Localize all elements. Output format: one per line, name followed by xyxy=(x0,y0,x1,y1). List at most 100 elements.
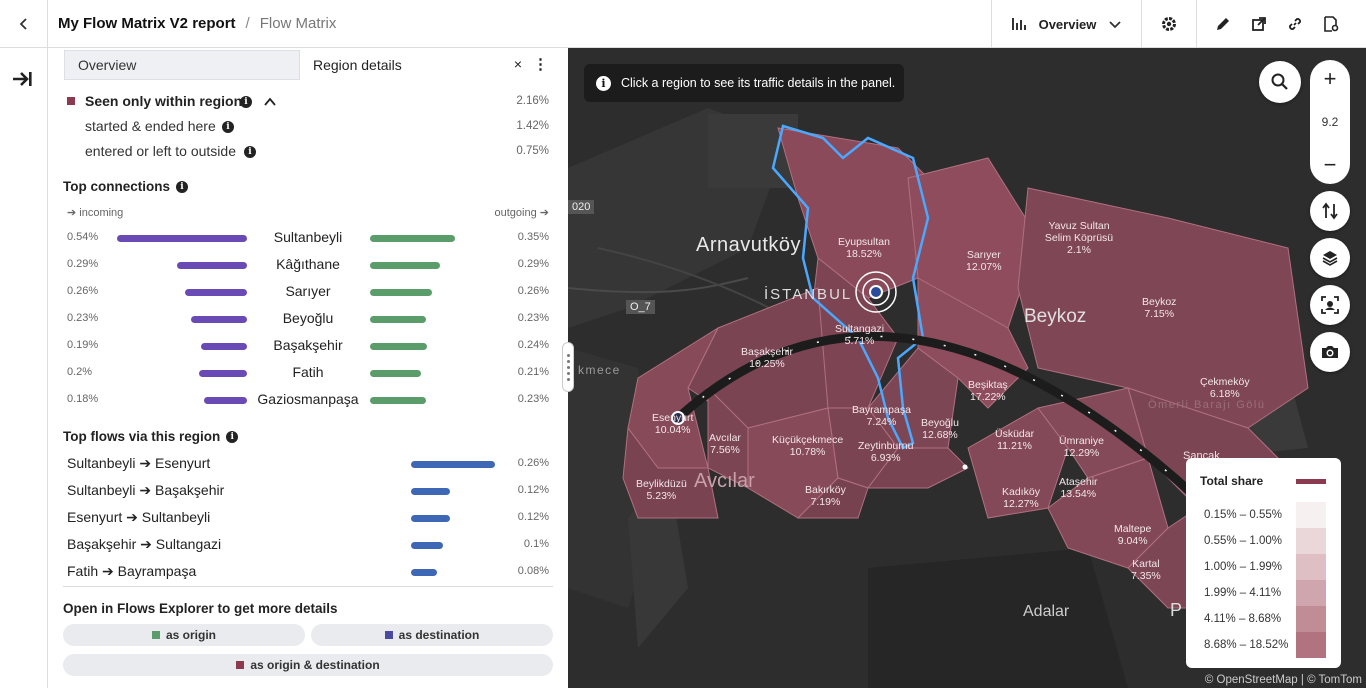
close-icon[interactable]: × xyxy=(513,56,522,72)
breadcrumb-current: Flow Matrix xyxy=(259,15,337,32)
connection-row[interactable]: 0.29% Kâğıthane 0.29% xyxy=(48,252,568,279)
map-region-name: Maltepe xyxy=(1114,523,1152,535)
outgoing-bar xyxy=(370,316,426,323)
map-region-label[interactable]: Sarıyer 12.07% xyxy=(966,249,1002,273)
map-region-label[interactable]: Beyoğlu 12.68% xyxy=(921,417,959,441)
map-region-label[interactable]: Maltepe 9.04% xyxy=(1114,523,1151,547)
map-region-label[interactable]: Kadıköy 12.27% xyxy=(1002,486,1040,510)
panel-tabs: Overview Region details × ⋮ xyxy=(64,50,560,80)
legend-swatch xyxy=(1296,528,1326,554)
link-icon xyxy=(1289,18,1301,30)
started-ended-value: 1.42% xyxy=(516,120,549,132)
link-button[interactable] xyxy=(1281,10,1309,38)
connection-row[interactable]: 0.2% Fatih 0.21% xyxy=(48,360,568,387)
map-region-name: Kadıköy xyxy=(1002,486,1040,498)
expand-panel-button[interactable] xyxy=(12,70,34,93)
screenshot-button[interactable] xyxy=(1310,332,1350,372)
map-region-label[interactable]: Kartal 7.35% xyxy=(1131,558,1161,582)
map-region-name: Kartal xyxy=(1132,558,1160,570)
open-as-both-button[interactable]: as origin & destination xyxy=(63,654,553,676)
map-search-button[interactable] xyxy=(1259,61,1301,103)
outgoing-value: 0.35% xyxy=(517,231,549,243)
map-region-label[interactable]: Bakırköy 7.19% xyxy=(805,484,846,508)
map-region-label[interactable]: Ümraniye 12.29% xyxy=(1059,435,1104,459)
info-icon[interactable]: i xyxy=(222,121,234,133)
zoom-in-button[interactable]: + xyxy=(1323,66,1337,91)
connection-row[interactable]: 0.23% Beyoğlu 0.23% xyxy=(48,306,568,333)
open-as-destination-button[interactable]: as destination xyxy=(311,624,553,646)
layers-button[interactable] xyxy=(1310,238,1350,278)
flow-row[interactable]: Esenyurt ➔ Sultanbeyli 0.12% xyxy=(48,505,568,532)
swap-direction-button[interactable] xyxy=(1310,191,1350,231)
map-region-label[interactable]: Sultangazi 5.71% xyxy=(835,323,884,347)
focus-region-button[interactable] xyxy=(1310,285,1350,325)
outgoing-label: outgoing ➔ xyxy=(494,207,549,219)
flow-label: Başakşehir ➔ Sultangazi xyxy=(67,536,222,552)
map-region-label[interactable]: Üsküdar 11.21% xyxy=(995,428,1034,452)
tab-region-details[interactable]: Region details × ⋮ xyxy=(300,50,560,80)
map-region-name: Bayrampaşa xyxy=(852,404,911,416)
map-region-label[interactable]: Başakşehir 10.25% xyxy=(741,346,793,370)
flow-row[interactable]: Başakşehir ➔ Sultangazi 0.1% xyxy=(48,532,568,559)
tab-overview[interactable]: Overview xyxy=(64,50,300,80)
info-icon[interactable]: i xyxy=(240,96,252,108)
outgoing-value: 0.26% xyxy=(517,285,549,297)
map-region-value: 5.71% xyxy=(844,335,875,347)
map-region-label[interactable]: Eyupsultan 18.52% xyxy=(838,236,890,260)
map-attribution[interactable]: © OpenStreetMap | © TomTom xyxy=(1204,674,1362,686)
map-region-label[interactable]: Beykoz 7.15% xyxy=(1142,296,1176,320)
open-as-origin-button[interactable]: as origin xyxy=(63,624,305,646)
flow-row[interactable]: Sultanbeyli ➔ Esenyurt 0.26% xyxy=(48,451,568,478)
connection-row[interactable]: 0.54% Sultanbeyli 0.35% xyxy=(48,225,568,252)
map-legend: Total share 0.15% – 0.55% 0.55% – 1.00% 1.… xyxy=(1186,458,1341,668)
map-region-value: 7.24% xyxy=(866,416,897,428)
top-flows-title: Top flows via this region xyxy=(63,429,221,444)
layers-icon xyxy=(1322,251,1338,266)
map-region-name: Çekmeköy xyxy=(1200,376,1250,388)
flow-row[interactable]: Fatih ➔ Bayrampaşa 0.08% xyxy=(48,559,568,586)
breadcrumb-report[interactable]: My Flow Matrix V2 report xyxy=(58,15,236,32)
info-icon[interactable]: i xyxy=(226,431,239,444)
map-region-label[interactable]: Beşiktaş 17.22% xyxy=(968,379,1008,403)
info-icon[interactable]: i xyxy=(244,146,256,158)
incoming-bar xyxy=(191,316,247,323)
place-omerli: Ömerli Barajı Gölü xyxy=(1148,399,1266,411)
back-button[interactable] xyxy=(0,0,48,48)
map-region-name: Sultangazi xyxy=(835,323,885,335)
entered-left-value: 0.75% xyxy=(516,145,549,157)
connection-row[interactable]: 0.26% Sarıyer 0.26% xyxy=(48,279,568,306)
map-region-label[interactable]: Çekmeköy 6.18% xyxy=(1200,376,1250,400)
map-region-label[interactable]: Yavuz Sultan Selim Köprüsü 2.1% xyxy=(1034,220,1124,256)
more-vertical-icon[interactable]: ⋮ xyxy=(533,56,548,73)
share-button[interactable] xyxy=(1245,10,1273,38)
zoom-out-button[interactable]: − xyxy=(1323,152,1337,177)
connection-row[interactable]: 0.19% Başakşehir 0.24% xyxy=(48,333,568,360)
place-avcilar: Avcılar xyxy=(694,470,755,492)
settings-button[interactable] xyxy=(1141,0,1196,48)
map-region-name: Beylikdüzü xyxy=(636,478,687,490)
flow-row[interactable]: Sultanbeyli ➔ Başakşehir 0.12% xyxy=(48,478,568,505)
map-region-label[interactable]: Zeytinburnu 6.93% xyxy=(858,440,913,464)
info-icon[interactable]: i xyxy=(176,181,188,194)
map-region-label[interactable]: Esenyurt 10.04% xyxy=(652,412,693,436)
panel-resize-handle[interactable] xyxy=(562,342,574,392)
map-region-label[interactable]: Küçükçekmece 10.78% xyxy=(772,434,843,458)
swap-arrows-icon xyxy=(1322,202,1338,220)
flow-bar xyxy=(411,569,437,576)
map-view[interactable]: Eyupsultan 18.52% Sarıyer 12.07% Yavuz Sulta… xyxy=(568,48,1366,688)
map-region-value: 9.04% xyxy=(1117,535,1148,547)
connection-row[interactable]: 0.18% Gaziosmanpaşa 0.23% xyxy=(48,387,568,414)
chevron-up-icon[interactable] xyxy=(263,96,277,108)
edit-button[interactable] xyxy=(1209,10,1237,38)
view-selector[interactable]: Overview xyxy=(991,0,1141,48)
map-region-label[interactable]: Bayrampaşa 7.24% xyxy=(852,404,911,428)
info-icon: i xyxy=(596,75,611,91)
map-region-value: 7.19% xyxy=(810,496,841,508)
map-region-label[interactable]: Beylikdüzü 5.23% xyxy=(636,478,687,502)
open-as-destination-label: as destination xyxy=(398,628,480,642)
outgoing-bar xyxy=(370,235,455,242)
incoming-value: 0.18% xyxy=(67,393,99,405)
report-settings-button[interactable] xyxy=(1317,10,1345,38)
map-region-label[interactable]: Avcılar 7.56% xyxy=(709,432,741,456)
map-region-label[interactable]: Ataşehir 13.54% xyxy=(1059,476,1098,500)
